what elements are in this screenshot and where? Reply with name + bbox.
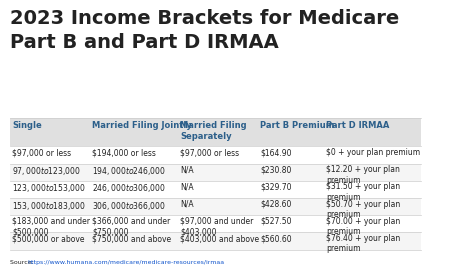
Text: Part B Premium: Part B Premium (260, 121, 334, 130)
Text: $194,000 or less: $194,000 or less (92, 148, 156, 157)
Text: Single: Single (12, 121, 42, 130)
Text: Source:: Source: (10, 260, 36, 265)
Text: $329.70: $329.70 (260, 182, 292, 192)
Text: $164.90: $164.90 (260, 148, 292, 157)
Text: $403,000 and above: $403,000 and above (181, 234, 259, 243)
Text: $366,000 and under
$750,000: $366,000 and under $750,000 (92, 217, 170, 236)
Text: Married Filing
Separately: Married Filing Separately (181, 121, 247, 141)
Text: $153,000 to $183,000: $153,000 to $183,000 (12, 200, 86, 212)
Text: $97,000 or less: $97,000 or less (181, 148, 239, 157)
Text: $123,000 to $153,000: $123,000 to $153,000 (12, 182, 86, 194)
Text: $76.40 + your plan
premium: $76.40 + your plan premium (326, 234, 401, 253)
Text: $230.80: $230.80 (260, 165, 292, 174)
Text: $306,000 to $366,000: $306,000 to $366,000 (92, 200, 166, 212)
Text: $97,000 or less: $97,000 or less (12, 148, 72, 157)
Text: $70.00 + your plan
premium: $70.00 + your plan premium (326, 217, 401, 236)
Text: 2023 Income Brackets for Medicare
Part B and Part D IRMAA: 2023 Income Brackets for Medicare Part B… (10, 9, 400, 52)
FancyBboxPatch shape (10, 164, 421, 181)
Text: $31.50 + your plan
premium: $31.50 + your plan premium (326, 182, 401, 202)
Text: $0 + your plan premium: $0 + your plan premium (326, 148, 420, 157)
Text: https://www.humana.com/medicare/medicare-resources/irmaa: https://www.humana.com/medicare/medicare… (27, 260, 224, 265)
Text: $750,000 and above: $750,000 and above (92, 234, 171, 243)
FancyBboxPatch shape (10, 232, 421, 250)
Text: $97,000 to $123,000: $97,000 to $123,000 (12, 165, 81, 177)
FancyBboxPatch shape (10, 181, 421, 198)
Text: $183,000 and under
$500,000: $183,000 and under $500,000 (12, 217, 91, 236)
Text: $500,000 or above: $500,000 or above (12, 234, 85, 243)
Text: $527.50: $527.50 (260, 217, 292, 226)
FancyBboxPatch shape (10, 118, 421, 147)
Text: $50.70 + your plan
premium: $50.70 + your plan premium (326, 200, 401, 219)
Text: N/A: N/A (181, 182, 194, 192)
Text: N/A: N/A (181, 165, 194, 174)
Text: $560.60: $560.60 (260, 234, 292, 243)
FancyBboxPatch shape (10, 198, 421, 215)
FancyBboxPatch shape (10, 147, 421, 164)
Text: $428.60: $428.60 (260, 200, 292, 209)
Text: $246,000 to $306,000: $246,000 to $306,000 (92, 182, 166, 194)
Text: Part D IRMAA: Part D IRMAA (326, 121, 390, 130)
FancyBboxPatch shape (10, 215, 421, 232)
Text: $194,000 to $246,000: $194,000 to $246,000 (92, 165, 166, 177)
Text: $12.20 + your plan
premium: $12.20 + your plan premium (326, 165, 400, 185)
Text: N/A: N/A (181, 200, 194, 209)
Text: $97,000 and under
$403,000: $97,000 and under $403,000 (181, 217, 254, 236)
Text: Married Filing Jointly: Married Filing Jointly (92, 121, 192, 130)
